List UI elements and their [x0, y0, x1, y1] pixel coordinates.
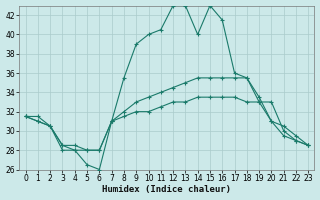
X-axis label: Humidex (Indice chaleur): Humidex (Indice chaleur) [102, 185, 231, 194]
